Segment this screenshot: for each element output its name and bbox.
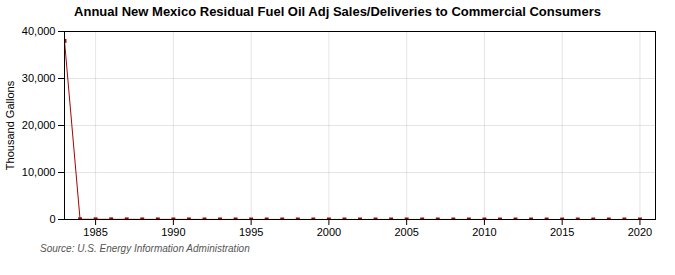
svg-text:1990: 1990: [161, 226, 185, 238]
svg-text:20,000: 20,000: [22, 119, 56, 131]
svg-text:0: 0: [49, 213, 55, 225]
svg-text:1985: 1985: [83, 226, 107, 238]
svg-text:2000: 2000: [317, 226, 341, 238]
html-text:Annual New Mexico Residual Fue: Annual New Mexico Residual Fuel Oil Adj …: [74, 4, 601, 19]
svg-text:2005: 2005: [394, 226, 418, 238]
svg-text:30,000: 30,000: [22, 72, 56, 84]
svg-text:2010: 2010: [472, 226, 496, 238]
svg-text:Thousand Gallons: Thousand Gallons: [4, 80, 16, 170]
html-text:Source: U.S. Energy Informatio: Source: U.S. Energy Information Administ…: [40, 243, 250, 254]
svg-text:2015: 2015: [550, 226, 574, 238]
svg-text:10,000: 10,000: [22, 166, 56, 178]
svg-text:40,000: 40,000: [22, 25, 56, 37]
svg-text:2020: 2020: [628, 226, 652, 238]
svg-text:1995: 1995: [239, 226, 263, 238]
